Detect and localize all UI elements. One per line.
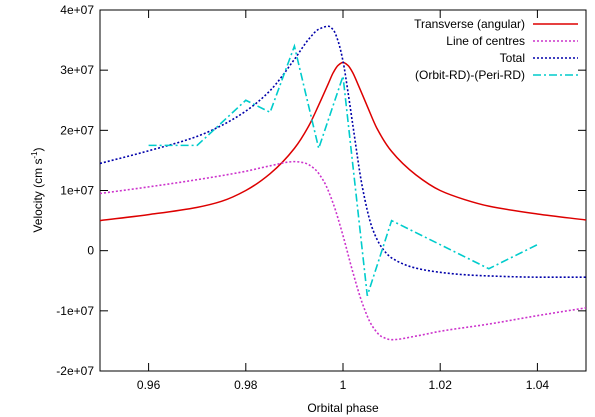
series-line-orbit-peri-difference [148, 43, 538, 297]
legend-label-orbit-peri-difference: (Orbit-RD)-(Peri-RD) [415, 68, 525, 82]
legend-label-transverse: Transverse (angular) [414, 17, 525, 31]
series-line-line-of-centres [99, 160, 587, 341]
x-tick-label: 0.98 [234, 378, 258, 392]
y-axis-title-main: Velocity (cm s [31, 159, 45, 233]
y-tick-label: 0 [87, 244, 94, 258]
y-tick-label: 1e+07 [60, 184, 94, 198]
x-axis: 0.96 0.98 1 1.02 1.04 [137, 10, 549, 392]
legend-label-line-of-centres: Line of centres [446, 34, 525, 48]
series-layer [99, 25, 587, 341]
series-line-transverse [99, 61, 587, 222]
x-tick-label: 1.04 [526, 378, 550, 392]
y-tick-label: 3e+07 [60, 63, 94, 77]
y-tick-label: -1e+07 [56, 304, 94, 318]
x-tick-label: 0.96 [137, 378, 161, 392]
x-tick-label: 1 [340, 378, 347, 392]
x-axis-title: Orbital phase [307, 401, 379, 415]
y-tick-label: 2e+07 [60, 123, 94, 137]
y-axis-title: Velocity (cm s-1) [30, 147, 45, 232]
legend: Transverse (angular) Line of centres Total… [414, 17, 578, 82]
y-axis: -2e+07 -1e+07 0 1e+07 2e+07 3e+07 4e+07 [56, 3, 586, 378]
series-line-total [99, 25, 586, 278]
legend-label-total: Total [500, 51, 525, 65]
x-tick-label: 1.02 [429, 378, 453, 392]
y-tick-label: -2e+07 [56, 364, 94, 378]
y-tick-label: 4e+07 [60, 3, 94, 17]
y-axis-title-sup: -1 [30, 151, 39, 159]
y-axis-title-tail: ) [31, 147, 45, 151]
